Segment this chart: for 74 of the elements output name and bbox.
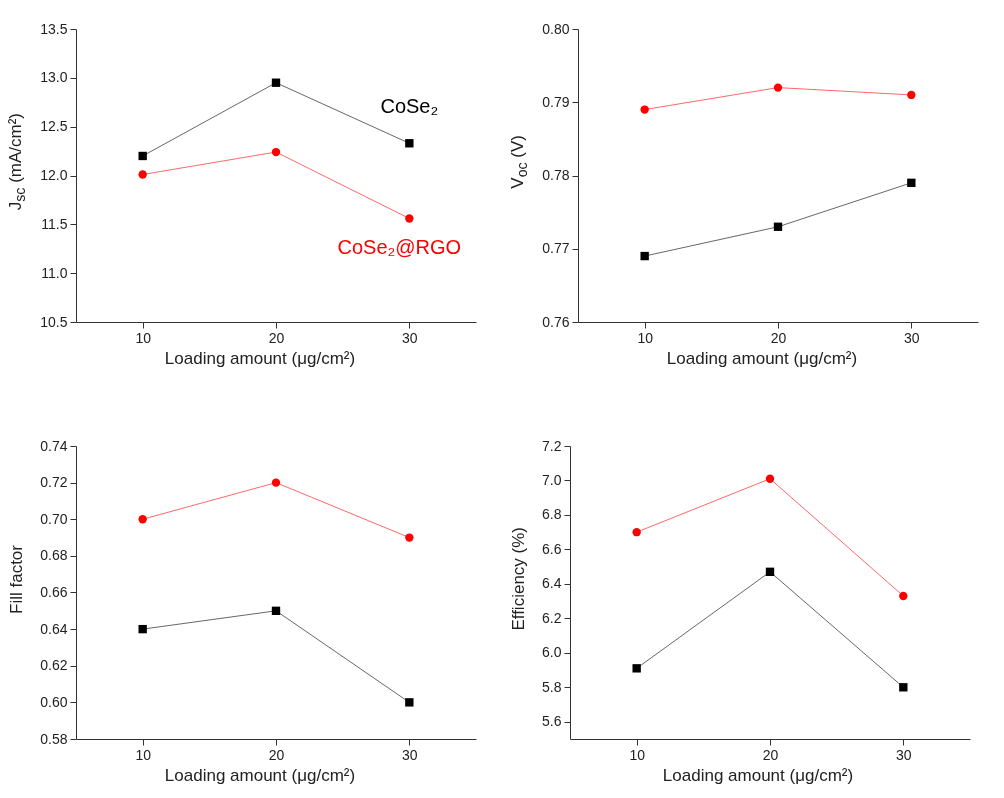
y-tick-label: 13.5 [40, 20, 68, 37]
point [138, 624, 147, 634]
x-tick-label: 20 [770, 329, 787, 346]
y-tick-label: 13.0 [40, 69, 68, 86]
y-tick-label: 0.64 [40, 620, 68, 637]
y-tick-label: 12.5 [40, 118, 68, 135]
point [632, 664, 641, 673]
y-tick-label: 7.2 [542, 437, 562, 454]
point [640, 105, 649, 114]
y-tick-label: 11.0 [41, 264, 68, 281]
series-label: CoSe₂ [380, 95, 439, 118]
x-tick-label: 20 [762, 746, 779, 763]
point [907, 90, 916, 100]
y-tick-label: 0.70 [40, 510, 68, 527]
x-axis-title: Loading amount (μg/cm²) [163, 766, 357, 786]
point [405, 533, 414, 542]
x-tick-label: 30 [896, 746, 912, 763]
point [405, 214, 414, 223]
y-tick-label: 0.60 [40, 693, 68, 710]
y-tick-label: 6.0 [542, 644, 562, 661]
y-tick-label: 6.4 [542, 575, 562, 592]
x-axis-title: Loading amount (μg/cm²) [665, 349, 859, 369]
point [765, 474, 775, 483]
x-tick-label: 30 [904, 329, 920, 346]
point [632, 528, 641, 537]
x-tick-label: 30 [402, 329, 418, 346]
y-axis-title: Efficiency (%) [509, 527, 529, 631]
y-tick-label: 0.79 [542, 93, 570, 110]
y-tick-label: 5.6 [542, 713, 562, 730]
point [138, 515, 147, 524]
point [773, 222, 783, 231]
x-tick-label: 30 [402, 746, 418, 763]
y-tick-label: 10.5 [40, 313, 68, 330]
y-tick-label: 0.77 [542, 240, 570, 257]
point [405, 698, 414, 707]
point [271, 478, 281, 487]
y-tick-label: 0.62 [40, 657, 68, 674]
point [271, 606, 281, 615]
y-tick-label: 7.0 [542, 471, 562, 488]
y-tick-label: 12.0 [40, 167, 68, 183]
point [899, 591, 908, 601]
x-axis-title: Loading amount (μg/cm²) [661, 766, 855, 786]
x-tick-label: 10 [135, 329, 152, 346]
x-tick-label: 20 [268, 329, 285, 346]
x-tick-label: 10 [135, 746, 152, 763]
y-tick-label: 0.80 [542, 20, 570, 37]
point [765, 567, 775, 576]
x-tick-label: 10 [629, 746, 646, 763]
y-tick-label: 0.74 [40, 437, 68, 454]
point [138, 170, 147, 179]
point [640, 251, 649, 261]
y-tick-label: 6.2 [542, 609, 562, 626]
point [271, 147, 281, 157]
x-axis-title: Loading amount (μg/cm²) [163, 349, 357, 369]
point [773, 83, 783, 92]
y-tick-label: 0.68 [40, 547, 68, 564]
y-tick-label: 11.5 [41, 215, 68, 232]
point [271, 78, 281, 87]
y-tick-label: 6.6 [542, 540, 562, 557]
x-tick-label: 10 [637, 329, 654, 346]
y-tick-label: 0.66 [40, 584, 68, 600]
series-label: CoSe₂@RGO [337, 236, 462, 259]
x-tick-label: 20 [268, 746, 285, 763]
y-axis-title: Fill factor [7, 544, 27, 614]
point [405, 139, 414, 148]
y-tick-label: 5.8 [542, 678, 562, 695]
y-tick-label: 0.76 [542, 313, 570, 330]
point [907, 178, 916, 188]
y-tick-label: 6.8 [542, 506, 562, 523]
point [138, 151, 147, 161]
y-tick-label: 0.78 [542, 167, 570, 183]
y-tick-label: 0.72 [40, 474, 68, 491]
y-tick-label: 0.58 [40, 730, 68, 747]
point [899, 683, 908, 692]
